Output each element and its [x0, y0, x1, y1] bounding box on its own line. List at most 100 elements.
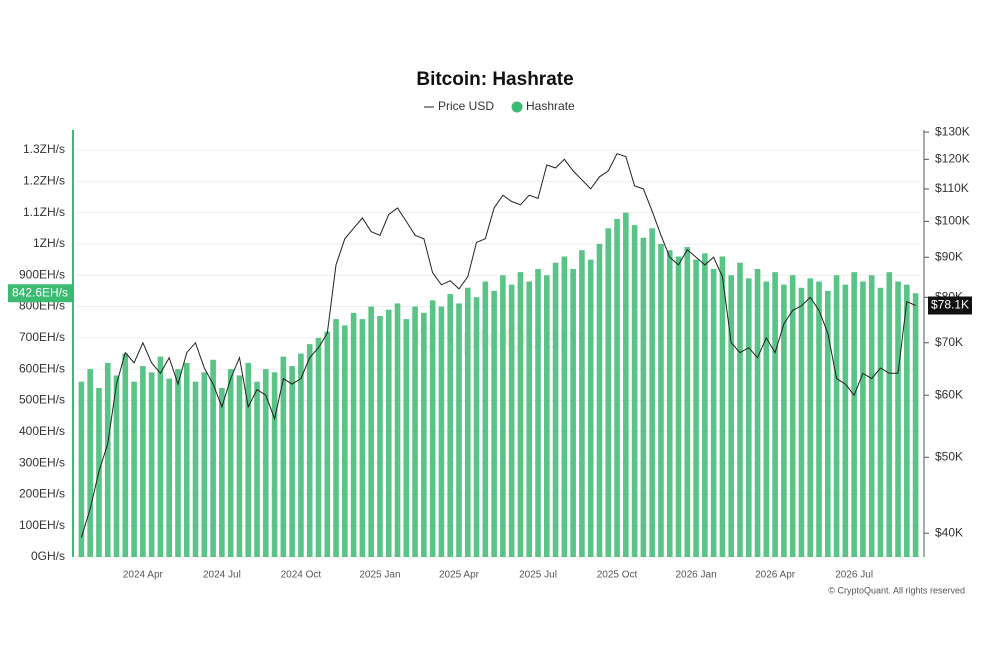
bar: [271, 372, 278, 557]
bar: [824, 290, 831, 557]
bar: [157, 356, 164, 557]
bar: [508, 284, 515, 557]
y-tick-label: 1.2ZH/s: [23, 174, 65, 188]
y2-tick-label: $60K: [935, 387, 963, 401]
x-tick-label: 2025 Jan: [359, 570, 400, 581]
y-tick-label: 300EH/s: [19, 455, 65, 469]
bar: [543, 275, 550, 557]
bar: [798, 287, 805, 557]
bar: [877, 287, 884, 557]
chart-title: Bitcoin: Hashrate: [416, 69, 573, 90]
y-tick-label: 400EH/s: [19, 424, 65, 438]
x-tick-label: 2025 Oct: [597, 570, 638, 581]
bar: [912, 293, 919, 557]
bar: [754, 268, 761, 557]
bar: [772, 272, 778, 557]
bar: [614, 218, 620, 557]
price-line: [80, 153, 916, 538]
y2-tick-label: $100K: [935, 214, 970, 228]
value-label: 842.6EH/s: [12, 285, 68, 299]
bar: [640, 237, 647, 557]
legend-label: Price USD: [438, 99, 494, 113]
x-tick-label: 2024 Apr: [123, 570, 164, 581]
bar: [763, 281, 770, 557]
bar: [403, 319, 410, 557]
y-tick-label: 800EH/s: [19, 299, 65, 313]
bar: [342, 325, 348, 557]
bar: [535, 268, 541, 557]
bar: [148, 372, 155, 557]
y2-tick-label: $50K: [935, 449, 963, 463]
value-label-box: [928, 296, 972, 315]
bar: [737, 262, 743, 557]
y2-tick-label: $70K: [935, 335, 963, 349]
bar: [702, 253, 708, 557]
bar: [684, 247, 691, 558]
bar: [579, 250, 585, 557]
bar: [473, 297, 480, 557]
bar: [227, 369, 234, 557]
bar: [131, 381, 137, 557]
bar: [113, 375, 120, 557]
bar: [254, 381, 260, 557]
y-tick-label: 100EH/s: [19, 518, 65, 532]
bar: [183, 362, 190, 557]
bar: [561, 256, 568, 557]
legend-symbol: [511, 101, 523, 113]
bar: [377, 315, 383, 557]
bar: [904, 284, 910, 557]
bar: [860, 281, 866, 557]
bar: [464, 287, 471, 557]
bar: [728, 275, 735, 557]
bar: [333, 319, 339, 557]
bar: [78, 381, 85, 557]
bar: [368, 306, 374, 557]
bar: [298, 353, 304, 557]
bar: [219, 387, 225, 557]
bar: [280, 356, 287, 557]
bar: [623, 212, 629, 558]
bar: [359, 319, 366, 557]
bar: [210, 359, 216, 557]
y-tick-label: 700EH/s: [19, 330, 65, 344]
bar: [87, 369, 93, 557]
bar: [526, 281, 533, 557]
bar: [456, 303, 462, 557]
y-tick-label: 1ZH/s: [33, 236, 65, 250]
y-tick-label: 1.1ZH/s: [23, 205, 65, 219]
bar: [324, 331, 331, 557]
bar: [658, 243, 664, 558]
bar: [745, 278, 752, 557]
y2-tick-label: $130K: [935, 124, 970, 138]
y-tick-label: 900EH/s: [19, 267, 65, 281]
bar: [491, 290, 497, 557]
bar: [140, 366, 146, 557]
bar: [517, 272, 524, 557]
bar: [693, 259, 699, 557]
bar: [175, 369, 181, 557]
bar: [816, 281, 822, 557]
bar: [666, 250, 673, 557]
bar: [306, 344, 313, 557]
x-tick-label: 2026 Jul: [835, 570, 873, 581]
bar: [447, 294, 454, 557]
bar: [236, 375, 243, 557]
bar: [570, 268, 576, 557]
bar: [412, 306, 418, 557]
bar: [429, 300, 436, 557]
bar: [631, 225, 638, 557]
bar: [482, 281, 489, 557]
bar: [192, 381, 199, 557]
bar: [789, 275, 796, 557]
bar: [262, 369, 269, 557]
bar: [719, 256, 726, 557]
x-tick-label: 2024 Jul: [203, 570, 241, 581]
bar: [104, 362, 111, 557]
bar: [289, 366, 295, 557]
value-label: $78.1K: [931, 298, 969, 312]
y-tick-label: 200EH/s: [19, 487, 65, 501]
bar: [438, 306, 445, 557]
y2-tick-label: $120K: [935, 152, 970, 166]
bar: [868, 275, 875, 557]
